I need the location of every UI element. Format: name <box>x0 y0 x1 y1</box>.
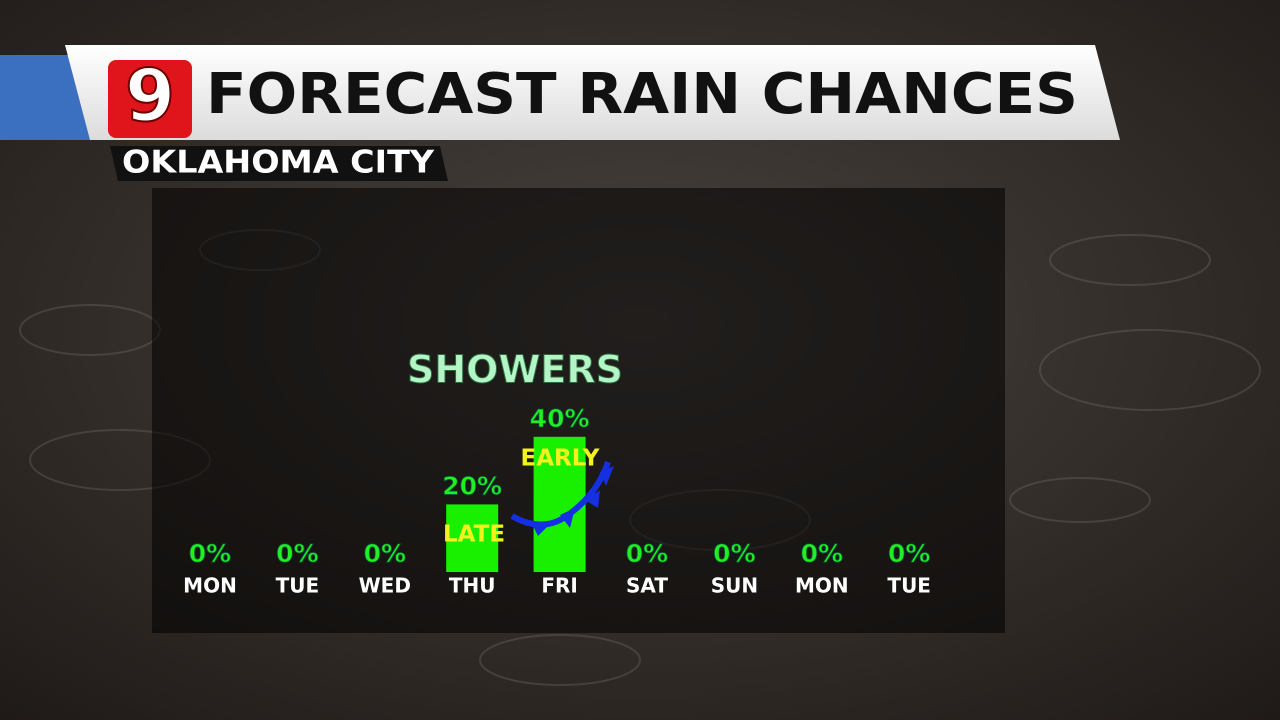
annotation: EARLY <box>521 446 600 472</box>
value-label: 0% <box>888 539 930 568</box>
x-tick-label: THU <box>449 574 496 598</box>
x-tick-label: SUN <box>711 574 758 598</box>
x-tick-label: FRI <box>541 574 578 598</box>
logo: 9 <box>125 54 175 138</box>
value-label: 0% <box>276 539 318 568</box>
x-tick-label: TUE <box>887 574 931 598</box>
value-label: 0% <box>801 539 843 568</box>
value-label: 20% <box>442 471 502 500</box>
chart-subtitle: OKLAHOMA CITY <box>122 145 435 181</box>
front-triangles <box>530 466 614 536</box>
subtitle-band <box>110 146 448 181</box>
value-label: 0% <box>626 539 668 568</box>
x-tick-label: TUE <box>276 574 320 598</box>
value-label: 0% <box>189 539 231 568</box>
bar <box>446 504 499 572</box>
title-banner <box>65 45 1120 140</box>
x-tick-label: WED <box>359 574 411 598</box>
value-label: 0% <box>713 539 755 568</box>
annotation: SHOWERS <box>407 348 623 392</box>
logo-box <box>108 60 192 138</box>
annotation: LATE <box>443 522 505 548</box>
value-label: 40% <box>530 404 590 433</box>
x-tick-label: MON <box>795 574 849 598</box>
bars: 0% MON 0% TUE 0% WED 20% THU 40% FRI 0% SAT 0% SUN 0% M… <box>183 403 931 598</box>
chart-title: FORECAST RAIN CHANCES <box>206 62 1078 127</box>
x-tick-label: MON <box>183 574 237 598</box>
value-label: 0% <box>364 539 406 568</box>
x-tick-label: SAT <box>626 574 668 598</box>
